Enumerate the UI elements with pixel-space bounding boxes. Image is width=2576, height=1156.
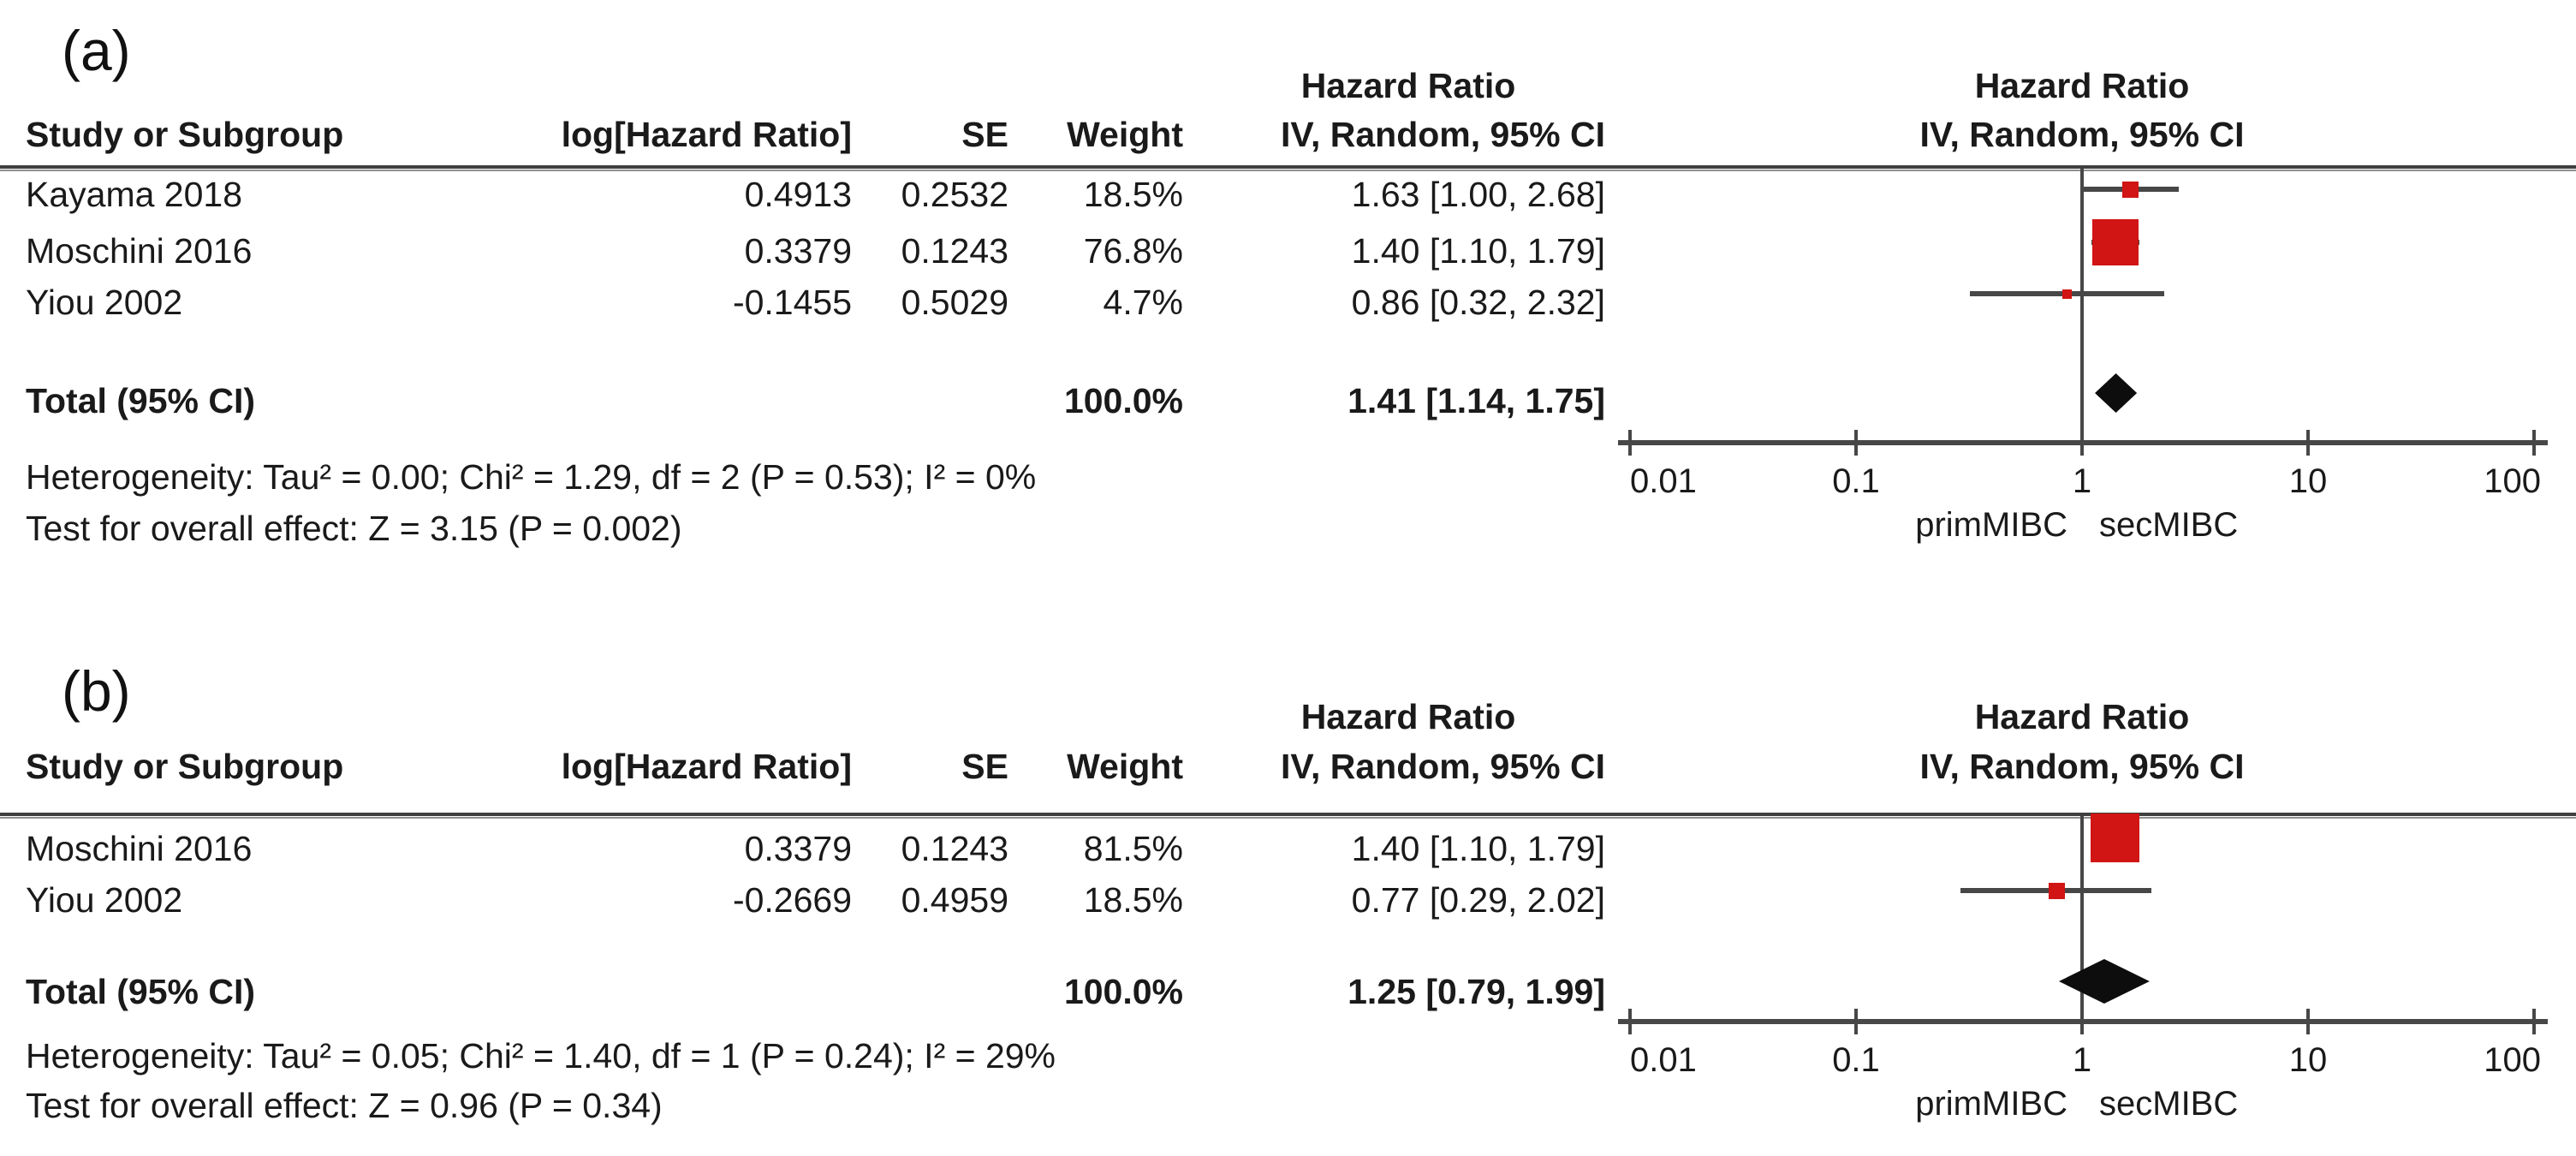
- study-se: 0.1243: [901, 231, 1008, 271]
- ci-column-header: IV, Random, 95% CI: [1281, 115, 1605, 154]
- x-axis-tick: [2306, 430, 2310, 456]
- panel-a-label: (a): [62, 19, 131, 82]
- x-axis-tick-label: 10: [2288, 1041, 2328, 1079]
- x-axis-tick-label: 100: [2484, 1041, 2541, 1079]
- plot-hazard-ratio-header: Hazard Ratio: [1974, 66, 2190, 105]
- study-loghr: -0.2669: [732, 880, 852, 920]
- study-loghr: 0.3379: [744, 231, 852, 271]
- overall-effect-note: Test for overall effect: Z = 3.15 (P = 0…: [26, 509, 682, 548]
- study-ci: 0.86 [0.32, 2.32]: [1351, 283, 1605, 322]
- total-label: Total (95% CI): [26, 972, 256, 1011]
- x-axis-tick: [2532, 430, 2536, 456]
- favours-left-label: primMIBC: [1915, 1085, 2067, 1123]
- study-se: 0.4959: [901, 880, 1008, 920]
- x-axis-tick-label: 0.1: [1832, 1041, 1880, 1079]
- study-ci: 1.63 [1.00, 2.68]: [1351, 175, 1605, 214]
- x-axis-tick-label: 1: [2072, 1041, 2092, 1079]
- study-ci: 1.40 [1.10, 1.79]: [1351, 231, 1605, 271]
- study-name: Moschini 2016: [26, 829, 253, 868]
- panel-b-label: (b): [62, 659, 131, 723]
- study-se: 0.2532: [901, 175, 1008, 214]
- weight-column-header: Weight: [1067, 115, 1183, 154]
- total-weight: 100.0%: [1063, 381, 1183, 420]
- x-axis-tick-label: 0.01: [1630, 1041, 1697, 1079]
- effect-square: [2091, 813, 2140, 862]
- table-hazard-ratio-header: Hazard Ratio: [1300, 697, 1516, 736]
- table-hazard-ratio-header: Hazard Ratio: [1300, 66, 1516, 105]
- study-column-header: Study or Subgroup: [26, 747, 344, 786]
- favours-right-label: secMIBC: [2099, 1085, 2239, 1123]
- study-loghr: -0.1455: [732, 283, 852, 322]
- study-weight: 76.8%: [1083, 231, 1183, 271]
- study-weight: 4.7%: [1103, 283, 1183, 322]
- study-ci: 0.77 [0.29, 2.02]: [1351, 880, 1605, 920]
- effect-square: [2091, 219, 2139, 265]
- se-column-header: SE: [961, 747, 1008, 786]
- x-axis-tick: [1628, 430, 1632, 456]
- x-axis-tick: [1854, 1009, 1858, 1034]
- favours-right-label: secMIBC: [2099, 506, 2239, 544]
- x-axis-tick-label: 0.01: [1630, 462, 1697, 500]
- total-ci: 1.25 [0.79, 1.99]: [1347, 972, 1605, 1011]
- study-name: Yiou 2002: [26, 880, 183, 920]
- x-axis-tick-label: 0.1: [1832, 462, 1880, 500]
- study-column-header: Study or Subgroup: [26, 115, 344, 154]
- pooled-diamond: [2095, 373, 2138, 413]
- study-loghr: 0.4913: [744, 175, 852, 214]
- se-column-header: SE: [961, 115, 1008, 154]
- study-ci: 1.40 [1.10, 1.79]: [1351, 829, 1605, 868]
- x-axis-tick: [2306, 1009, 2310, 1034]
- study-weight: 81.5%: [1083, 829, 1183, 868]
- no-effect-line: [2080, 816, 2084, 1034]
- plot-hazard-ratio-header: Hazard Ratio: [1974, 697, 2190, 736]
- x-axis-tick: [2532, 1009, 2536, 1034]
- study-se: 0.1243: [901, 829, 1008, 868]
- overall-effect-note: Test for overall effect: Z = 0.96 (P = 0…: [26, 1086, 663, 1125]
- study-loghr: 0.3379: [744, 829, 852, 868]
- heterogeneity-note: Heterogeneity: Tau² = 0.05; Chi² = 1.40,…: [26, 1036, 1056, 1076]
- x-axis-line: [1618, 440, 2548, 445]
- pooled-diamond: [2058, 959, 2150, 1004]
- total-ci: 1.41 [1.14, 1.75]: [1347, 381, 1605, 420]
- x-axis-tick: [1628, 1009, 1632, 1034]
- x-axis-tick-label: 1: [2072, 462, 2092, 500]
- loghr-column-header: log[Hazard Ratio]: [561, 747, 852, 786]
- effect-square: [2121, 181, 2139, 198]
- study-name: Kayama 2018: [26, 175, 243, 214]
- plot-ci-model-header: IV, Random, 95% CI: [1919, 747, 2245, 786]
- study-name: Yiou 2002: [26, 283, 183, 322]
- no-effect-line: [2080, 169, 2084, 456]
- header-divider: [0, 165, 2576, 171]
- header-divider: [0, 813, 2576, 819]
- effect-square: [2048, 882, 2065, 899]
- x-axis-line: [1618, 1019, 2548, 1024]
- x-axis-tick-label: 100: [2484, 462, 2541, 500]
- loghr-column-header: log[Hazard Ratio]: [561, 115, 852, 154]
- plot-ci-model-header: IV, Random, 95% CI: [1919, 115, 2245, 154]
- favours-left-label: primMIBC: [1915, 506, 2067, 544]
- study-se: 0.5029: [901, 283, 1008, 322]
- study-name: Moschini 2016: [26, 231, 253, 271]
- heterogeneity-note: Heterogeneity: Tau² = 0.00; Chi² = 1.29,…: [26, 457, 1037, 497]
- ci-column-header: IV, Random, 95% CI: [1281, 747, 1605, 786]
- study-weight: 18.5%: [1083, 175, 1183, 214]
- study-weight: 18.5%: [1083, 880, 1183, 920]
- x-axis-tick: [1854, 430, 1858, 456]
- weight-column-header: Weight: [1067, 747, 1183, 786]
- x-axis-tick-label: 10: [2288, 462, 2328, 500]
- effect-square: [2062, 289, 2073, 299]
- total-weight: 100.0%: [1063, 972, 1183, 1011]
- total-label: Total (95% CI): [26, 381, 256, 420]
